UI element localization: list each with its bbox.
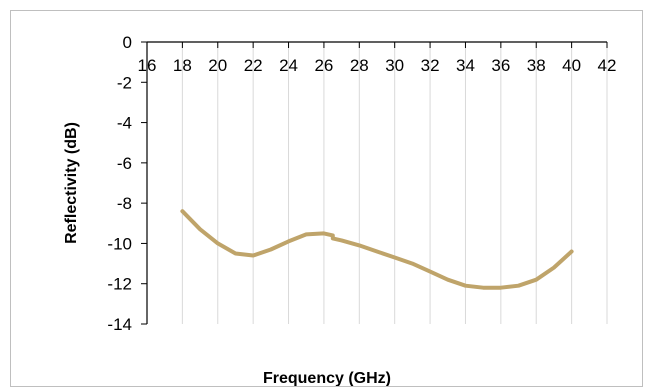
x-tick-label: 30 (385, 56, 404, 75)
x-tick-label: 36 (491, 56, 510, 75)
x-tick-label: 18 (173, 56, 192, 75)
x-axis-title: Frequency (GHz) (263, 370, 391, 387)
y-tick-label: -10 (107, 234, 132, 253)
x-tick-label: 20 (208, 56, 227, 75)
chart-frame: 0 -2 -4 -6 -8 -10 -12 -14 16 18 20 22 24 26 28 30 32 34 36… (10, 10, 643, 387)
y-axis-title: Reflectivity (dB) (63, 122, 80, 244)
y-tick-label: -14 (107, 315, 132, 334)
x-tick-label: 24 (279, 56, 298, 75)
y-tick-label: 0 (123, 33, 132, 52)
x-tick-label: 28 (350, 56, 369, 75)
y-tick-label: -4 (117, 114, 132, 133)
x-tick-label: 34 (456, 56, 475, 75)
x-tick-label: 42 (598, 56, 617, 75)
y-tick-label: -6 (117, 154, 132, 173)
series-line (180, 209, 574, 290)
x-tick-label: 16 (138, 56, 157, 75)
y-tick-label: -12 (107, 275, 132, 294)
y-tick-label: -2 (117, 73, 132, 92)
x-tick-label: 32 (421, 56, 440, 75)
x-tick-label: 22 (244, 56, 263, 75)
y-tick-label: -8 (117, 194, 132, 213)
x-tick-label: 26 (314, 56, 333, 75)
x-tick-label: 40 (562, 56, 581, 75)
chart-svg: 0 -2 -4 -6 -8 -10 -12 -14 16 18 20 22 24 26 28 30 32 34 36… (63, 33, 617, 387)
x-tick-label: 38 (527, 56, 546, 75)
